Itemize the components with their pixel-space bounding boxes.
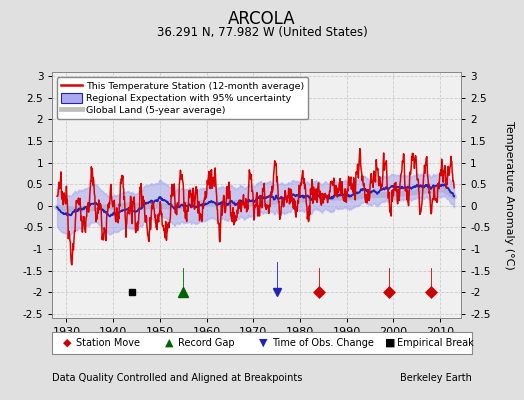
Text: ▲: ▲ bbox=[165, 338, 173, 348]
Text: 36.291 N, 77.982 W (United States): 36.291 N, 77.982 W (United States) bbox=[157, 26, 367, 39]
Text: ▼: ▼ bbox=[259, 338, 268, 348]
Legend: This Temperature Station (12-month average), Regional Expectation with 95% uncer: This Temperature Station (12-month avera… bbox=[57, 77, 309, 119]
Text: Empirical Break: Empirical Break bbox=[397, 338, 474, 348]
Text: ◆: ◆ bbox=[63, 338, 71, 348]
Text: Berkeley Earth: Berkeley Earth bbox=[400, 373, 472, 383]
Text: Station Move: Station Move bbox=[76, 338, 140, 348]
Text: ■: ■ bbox=[385, 338, 396, 348]
Text: Record Gap: Record Gap bbox=[178, 338, 235, 348]
Text: Data Quality Controlled and Aligned at Breakpoints: Data Quality Controlled and Aligned at B… bbox=[52, 373, 303, 383]
Text: Time of Obs. Change: Time of Obs. Change bbox=[272, 338, 374, 348]
Y-axis label: Temperature Anomaly (°C): Temperature Anomaly (°C) bbox=[505, 121, 515, 269]
Text: ARCOLA: ARCOLA bbox=[228, 10, 296, 28]
